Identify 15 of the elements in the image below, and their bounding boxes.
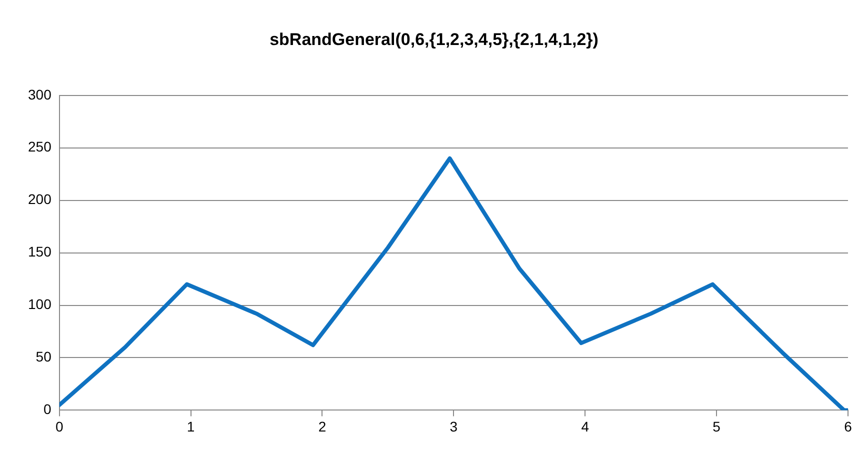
x-tick-label: 2	[318, 418, 326, 434]
x-tick-label: 0	[55, 418, 64, 434]
y-tick-label: 150	[28, 244, 52, 260]
chart-title: sbRandGeneral(0,6,{1,2,3,4,5},{2,1,4,1,2})	[270, 30, 598, 49]
y-tick-label: 100	[28, 296, 52, 312]
x-tick-label: 4	[581, 418, 590, 434]
y-tick-label: 0	[44, 401, 52, 418]
y-tick-label: 250	[28, 138, 52, 155]
y-tick-label: 50	[36, 348, 52, 365]
x-tick-label: 5	[712, 418, 721, 434]
x-tick-label: 3	[450, 418, 458, 434]
x-tick-label: 1	[186, 418, 195, 434]
y-tick-label: 300	[28, 86, 52, 102]
y-tick-label: 200	[28, 191, 52, 208]
x-tick-label: 6	[844, 418, 852, 434]
